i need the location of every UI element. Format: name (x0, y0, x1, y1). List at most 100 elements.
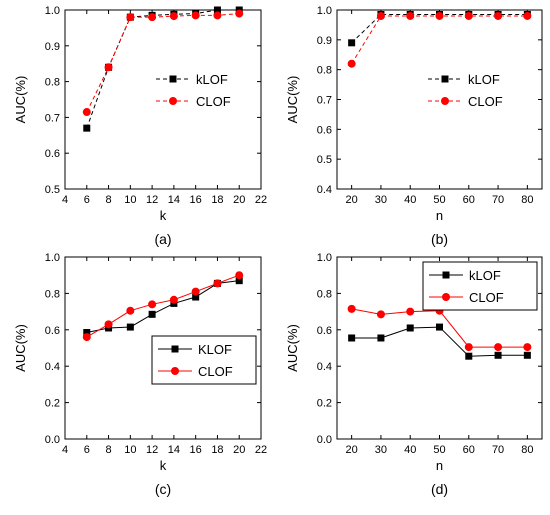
x-tick-label: 14 (168, 194, 180, 206)
legend-label-clof: CLOF (469, 290, 504, 305)
legend-label-klof: KLOF (198, 342, 232, 357)
x-tick-label: 20 (346, 194, 358, 206)
y-axis-label: AUC(%) (285, 324, 300, 372)
data-point-klof (83, 124, 91, 132)
x-tick-label: 20 (233, 444, 245, 456)
x-tick-label: 4 (62, 444, 68, 456)
x-axis-label: n (436, 208, 443, 223)
x-tick-label: 12 (146, 194, 158, 206)
chart-panel-3: 4 6 8 10 12 14 16 18 20 22 0.0 0.2 0.4 0.6 0.8 1.0 k AUC(… (13, 252, 267, 497)
legend-marker-clof (169, 97, 177, 105)
panel-label: (b) (431, 231, 448, 247)
x-tick-label: 10 (124, 194, 136, 206)
panel-label: (a) (154, 231, 171, 247)
x-tick-label: 70 (492, 194, 504, 206)
y-tick-label: 0.6 (45, 148, 60, 160)
y-tick-label: 0.2 (317, 398, 332, 410)
x-tick-label: 22 (255, 444, 267, 456)
legend-frame (151, 335, 257, 385)
data-point-clof (169, 12, 178, 21)
data-point-clof (406, 11, 415, 20)
y-tick-label: 0.2 (45, 398, 60, 410)
data-point-clof (406, 307, 415, 316)
x-tick-label: 60 (463, 444, 475, 456)
data-point-clof (213, 279, 222, 288)
data-point-klof (494, 351, 502, 359)
data-point-clof (213, 11, 222, 20)
legend-marker-klof (171, 345, 179, 353)
data-point-klof (83, 329, 91, 337)
y-tick-label: 0.5 (317, 154, 332, 166)
x-tick-label: 8 (105, 444, 111, 456)
x-axis-label: k (160, 458, 167, 473)
chart-panel-4: 20 30 40 50 60 70 80 0.0 0.2 0.4 0.6 0.8 1.0 n AUC(%) (… (285, 252, 543, 497)
x-tick-label: 70 (492, 444, 504, 456)
data-point-clof (191, 287, 200, 296)
data-point-clof (464, 11, 473, 20)
data-point-klof (523, 351, 531, 359)
y-tick-label: 1.0 (317, 252, 332, 264)
y-tick-label: 0.8 (45, 288, 60, 300)
legend-marker-clof (442, 293, 450, 301)
y-tick-label: 0.0 (317, 434, 332, 446)
data-point-klof (148, 310, 156, 318)
data-point-klof (126, 323, 134, 331)
data-point-clof (191, 11, 200, 20)
x-tick-label: 18 (211, 444, 223, 456)
x-tick-label: 50 (433, 444, 445, 456)
y-tick-label: 0.4 (45, 361, 60, 373)
series-line-clof (351, 15, 528, 64)
y-tick-label: 1.0 (317, 5, 332, 17)
data-point-clof (235, 9, 244, 18)
legend-label-klof: kLOF (196, 72, 228, 87)
data-point-clof (376, 310, 385, 319)
y-axis-label: AUC(%) (13, 76, 28, 124)
data-point-clof (104, 63, 113, 72)
x-tick-label: 40 (404, 194, 416, 206)
data-point-clof (82, 333, 91, 342)
y-tick-label: 0.8 (317, 65, 332, 77)
x-tick-label: 80 (521, 444, 533, 456)
data-point-clof (523, 11, 532, 20)
legend: kLOF CLOF (422, 261, 538, 311)
legend-label-klof: kLOF (468, 72, 500, 87)
x-tick-label: 80 (521, 194, 533, 206)
data-point-clof (376, 11, 385, 20)
y-tick-label: 1.0 (45, 252, 60, 264)
y-axis-label: AUC(%) (13, 324, 28, 372)
x-axis-label: k (160, 208, 167, 223)
x-tick-label: 16 (190, 444, 202, 456)
x-tick-label: 18 (211, 194, 223, 206)
y-tick-label: 0.8 (317, 288, 332, 300)
data-point-klof (213, 6, 221, 14)
data-point-clof (104, 320, 113, 329)
y-tick-label: 0.0 (45, 434, 60, 446)
x-tick-label: 10 (124, 444, 136, 456)
x-tick-label: 6 (84, 444, 90, 456)
x-tick-label: 16 (190, 194, 202, 206)
legend: kLOF CLOF (428, 72, 503, 109)
data-point-klof (348, 39, 356, 47)
x-tick-label: 12 (146, 444, 158, 456)
series-line-klof (86, 280, 240, 334)
y-tick-label: 0.7 (45, 112, 60, 124)
x-tick-label: 30 (375, 194, 387, 206)
data-point-klof (436, 323, 443, 331)
y-tick-label: 0.6 (317, 124, 332, 136)
data-point-clof (435, 11, 444, 20)
data-point-clof (523, 343, 532, 352)
y-axis-label: AUC(%) (285, 76, 300, 124)
y-tick-label: 0.5 (45, 184, 60, 196)
data-point-klof (235, 277, 243, 285)
data-point-clof (148, 13, 157, 22)
legend-marker-clof (441, 97, 449, 105)
data-point-clof (148, 300, 157, 309)
panel-label: (d) (431, 481, 448, 497)
series-line-clof (86, 13, 240, 113)
x-tick-label: 40 (404, 444, 416, 456)
chart-panel-1: 4 6 8 10 12 14 16 18 20 22 0.5 0.6 0.7 0.8 0.9 1.0 k AUC(… (13, 5, 267, 247)
data-point-clof (235, 271, 244, 280)
y-tick-label: 0.4 (317, 184, 332, 196)
panel-label: (c) (155, 481, 171, 497)
